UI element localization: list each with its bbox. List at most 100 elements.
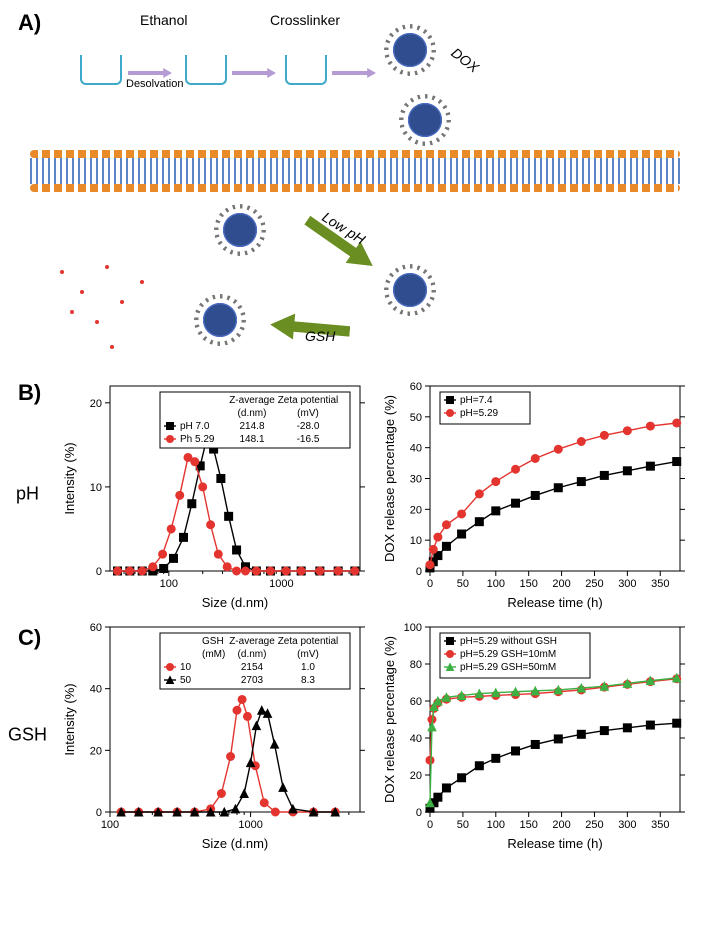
- svg-text:pH 7.0: pH 7.0: [180, 421, 210, 432]
- arrow-icon: [232, 68, 276, 78]
- svg-text:DOX release percentage (%): DOX release percentage (%): [382, 395, 397, 562]
- svg-text:350: 350: [651, 819, 669, 831]
- svg-text:2154: 2154: [241, 662, 264, 673]
- svg-text:-16.5: -16.5: [297, 434, 320, 445]
- svg-text:50: 50: [457, 819, 469, 831]
- svg-text:(d.nm): (d.nm): [238, 649, 267, 660]
- ph-side-label: pH: [16, 483, 39, 504]
- svg-text:100: 100: [101, 819, 119, 831]
- svg-text:8.3: 8.3: [301, 675, 315, 686]
- panel-b-label: B): [18, 380, 41, 406]
- svg-text:150: 150: [520, 578, 538, 590]
- panel-b-release-chart: 0 10 20 30 40 50 60 0 50 100 150 200 250 300 350 Releas…: [380, 376, 690, 611]
- desolvation-label: Desolvation: [126, 78, 183, 90]
- svg-text:Release time (h): Release time (h): [507, 595, 602, 610]
- svg-text:214.8: 214.8: [239, 421, 264, 432]
- beaker-icon: [285, 55, 327, 85]
- svg-text:Zeta potential: Zeta potential: [278, 636, 339, 647]
- svg-text:80: 80: [410, 659, 422, 671]
- svg-text:150: 150: [520, 819, 538, 831]
- svg-text:Z-average: Z-average: [229, 395, 275, 406]
- svg-text:100: 100: [487, 578, 505, 590]
- svg-text:10: 10: [90, 482, 102, 494]
- svg-text:40: 40: [410, 733, 422, 745]
- svg-text:40: 40: [410, 443, 422, 455]
- panel-b-dls-chart: pH 010201001000Size (d.nm)Intensity (%)Z…: [60, 376, 370, 611]
- svg-text:30: 30: [410, 474, 422, 486]
- svg-text:50: 50: [180, 675, 192, 686]
- svg-text:(mV): (mV): [297, 408, 319, 419]
- panel-a-schematic: Ethanol Crosslinker Desolvation DOX Low …: [10, 10, 700, 370]
- svg-text:2703: 2703: [241, 675, 264, 686]
- svg-text:100: 100: [404, 622, 422, 634]
- svg-text:(mM): (mM): [202, 649, 225, 660]
- beaker-icon: [185, 55, 227, 85]
- figure: A) Ethanol Crosslinker Desolvation DOX L…: [10, 10, 700, 852]
- beaker-icon: [80, 55, 122, 85]
- dox-label: DOX: [448, 44, 482, 75]
- nanoparticle-icon: [200, 300, 240, 340]
- svg-text:Intensity (%): Intensity (%): [62, 683, 77, 755]
- svg-text:pH=5.29: pH=5.29: [460, 408, 499, 419]
- svg-text:0: 0: [427, 578, 433, 590]
- svg-text:10: 10: [410, 535, 422, 547]
- svg-text:50: 50: [457, 578, 469, 590]
- svg-text:1.0: 1.0: [301, 662, 315, 673]
- svg-text:350: 350: [651, 578, 669, 590]
- membrane-icon: [30, 150, 680, 192]
- panel-c-release-chart: 020406080100050100150200250300350Release…: [380, 617, 690, 852]
- svg-text:200: 200: [552, 819, 570, 831]
- svg-text:pH=5.29 without GSH: pH=5.29 without GSH: [460, 636, 557, 647]
- svg-text:pH=5.29 GSH=50mM: pH=5.29 GSH=50mM: [460, 662, 556, 673]
- svg-text:250: 250: [585, 578, 603, 590]
- svg-text:20: 20: [410, 504, 422, 516]
- svg-text:20: 20: [90, 745, 102, 757]
- svg-text:1000: 1000: [269, 578, 293, 590]
- gsh-side-label: GSH: [8, 724, 47, 745]
- svg-text:Release time (h): Release time (h): [507, 836, 602, 851]
- arrow-icon: [332, 68, 376, 78]
- nanoparticle-icon: [220, 210, 260, 250]
- svg-text:Intensity (%): Intensity (%): [62, 442, 77, 514]
- panel-c-dls-chart: GSH 0 20 40 60 100 1000 Size (d.nm) Intensity (…: [60, 617, 370, 852]
- svg-text:40: 40: [90, 684, 102, 696]
- svg-text:148.1: 148.1: [239, 434, 264, 445]
- nanoparticle-icon: [390, 270, 430, 310]
- svg-text:50: 50: [410, 412, 422, 424]
- svg-text:0: 0: [427, 819, 433, 831]
- panel-c-label: C): [18, 625, 41, 651]
- svg-text:Size (d.nm): Size (d.nm): [202, 836, 268, 851]
- svg-text:300: 300: [618, 819, 636, 831]
- svg-text:100: 100: [160, 578, 178, 590]
- svg-text:Size (d.nm): Size (d.nm): [202, 595, 268, 610]
- svg-text:Z-average: Z-average: [229, 636, 275, 647]
- ethanol-label: Ethanol: [140, 12, 187, 28]
- svg-text:0: 0: [416, 807, 422, 819]
- svg-text:300: 300: [618, 578, 636, 590]
- svg-text:20: 20: [410, 770, 422, 782]
- svg-text:0: 0: [96, 566, 102, 578]
- arrow-icon: [128, 68, 172, 78]
- svg-text:60: 60: [90, 622, 102, 634]
- svg-text:60: 60: [410, 696, 422, 708]
- svg-text:pH=5.29 GSH=10mM: pH=5.29 GSH=10mM: [460, 649, 556, 660]
- svg-text:200: 200: [552, 578, 570, 590]
- nanoparticle-icon: [390, 30, 430, 70]
- svg-text:Ph 5.29: Ph 5.29: [180, 434, 215, 445]
- nanoparticle-loaded-icon: [405, 100, 445, 140]
- svg-text:100: 100: [487, 819, 505, 831]
- svg-text:-28.0: -28.0: [297, 421, 320, 432]
- svg-text:0: 0: [96, 807, 102, 819]
- svg-text:1000: 1000: [238, 819, 262, 831]
- svg-text:10: 10: [180, 662, 192, 673]
- svg-text:Zeta potential: Zeta potential: [278, 395, 339, 406]
- svg-text:GSH: GSH: [202, 636, 224, 647]
- svg-text:DOX release percentage (%): DOX release percentage (%): [382, 636, 397, 803]
- svg-text:(mV): (mV): [297, 649, 319, 660]
- crosslinker-label: Crosslinker: [270, 12, 340, 28]
- svg-text:60: 60: [410, 381, 422, 393]
- svg-text:20: 20: [90, 398, 102, 410]
- svg-text:(d.nm): (d.nm): [238, 408, 267, 419]
- svg-text:0: 0: [416, 566, 422, 578]
- svg-text:pH=7.4: pH=7.4: [460, 395, 493, 406]
